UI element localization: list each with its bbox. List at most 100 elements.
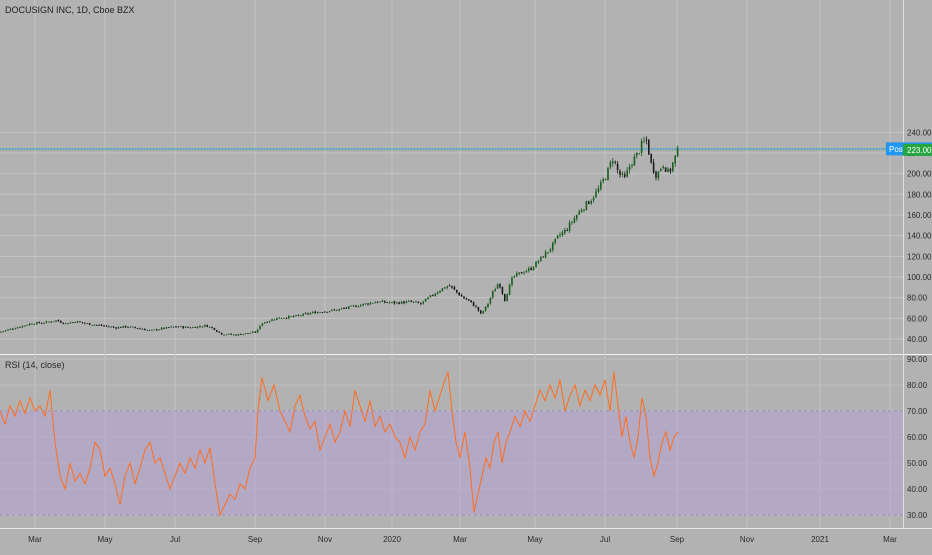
candle[interactable] <box>105 325 108 328</box>
candle[interactable] <box>374 301 376 304</box>
candle[interactable] <box>638 152 640 155</box>
candle[interactable] <box>211 326 213 329</box>
candle[interactable] <box>86 322 88 325</box>
candle[interactable] <box>31 323 33 325</box>
candle[interactable] <box>321 311 324 314</box>
candle[interactable] <box>91 324 93 326</box>
candle[interactable] <box>588 200 590 205</box>
candle[interactable] <box>513 275 516 279</box>
candle[interactable] <box>122 325 124 329</box>
candle[interactable] <box>62 322 64 325</box>
candle[interactable] <box>302 313 304 317</box>
candle[interactable] <box>592 195 595 203</box>
candle[interactable] <box>50 321 52 323</box>
candle[interactable] <box>223 334 225 336</box>
candle[interactable] <box>434 292 436 297</box>
candle[interactable] <box>256 329 259 334</box>
candles[interactable] <box>0 136 679 336</box>
candle[interactable] <box>148 329 151 331</box>
candle[interactable] <box>499 282 501 289</box>
candle[interactable] <box>489 297 492 305</box>
candle[interactable] <box>345 306 348 310</box>
candle[interactable] <box>312 311 314 314</box>
candle[interactable] <box>249 332 252 334</box>
candle[interactable] <box>664 167 667 173</box>
candle[interactable] <box>343 306 345 310</box>
candle[interactable] <box>278 317 280 319</box>
candle[interactable] <box>628 163 631 174</box>
candle[interactable] <box>208 326 211 329</box>
candle[interactable] <box>624 171 626 179</box>
candle[interactable] <box>182 325 184 329</box>
candle[interactable] <box>16 326 19 329</box>
candle[interactable] <box>340 307 343 310</box>
candle[interactable] <box>201 325 204 328</box>
candle[interactable] <box>453 285 456 291</box>
candle[interactable] <box>427 296 429 300</box>
candle[interactable] <box>549 247 552 253</box>
candle[interactable] <box>96 324 98 326</box>
candle[interactable] <box>84 322 86 325</box>
candle[interactable] <box>81 322 84 324</box>
candle[interactable] <box>228 333 230 336</box>
candle[interactable] <box>552 241 554 253</box>
candle[interactable] <box>475 304 477 308</box>
candle[interactable] <box>324 310 326 313</box>
candle[interactable] <box>547 251 549 254</box>
candle[interactable] <box>398 301 400 305</box>
candle[interactable] <box>468 299 470 302</box>
candle[interactable] <box>259 325 261 330</box>
candle[interactable] <box>448 284 451 287</box>
candle[interactable] <box>451 285 453 289</box>
candle[interactable] <box>484 306 487 312</box>
candle[interactable] <box>307 312 309 316</box>
candle[interactable] <box>501 286 504 296</box>
candle[interactable] <box>417 301 420 304</box>
candle[interactable] <box>537 259 540 265</box>
candle[interactable] <box>52 321 55 323</box>
candle[interactable] <box>456 289 458 294</box>
candle[interactable] <box>230 333 232 335</box>
candle[interactable] <box>542 256 544 258</box>
candle[interactable] <box>7 329 9 331</box>
candle[interactable] <box>192 326 194 329</box>
candle[interactable] <box>609 160 612 170</box>
candle[interactable] <box>597 185 600 194</box>
candle[interactable] <box>79 321 81 323</box>
candle[interactable] <box>196 326 199 329</box>
candle[interactable] <box>604 178 607 181</box>
candle[interactable] <box>9 328 12 331</box>
candle[interactable] <box>60 320 62 324</box>
candle[interactable] <box>232 334 235 336</box>
candle[interactable] <box>465 297 468 300</box>
candle[interactable] <box>662 165 664 170</box>
candle[interactable] <box>576 214 578 222</box>
candle[interactable] <box>384 300 386 304</box>
candle[interactable] <box>362 303 364 307</box>
candle[interactable] <box>619 169 621 178</box>
candle[interactable] <box>357 305 360 308</box>
candle[interactable] <box>415 300 417 303</box>
candle[interactable] <box>129 326 132 328</box>
candle[interactable] <box>172 326 175 328</box>
candle[interactable] <box>110 325 112 328</box>
candle[interactable] <box>141 328 144 330</box>
candle[interactable] <box>446 285 448 290</box>
candle[interactable] <box>326 311 328 313</box>
candle[interactable] <box>405 300 408 304</box>
candle[interactable] <box>156 328 158 332</box>
candle[interactable] <box>151 329 153 331</box>
candle[interactable] <box>280 317 283 320</box>
candle[interactable] <box>38 321 40 324</box>
candle[interactable] <box>117 326 120 329</box>
candle[interactable] <box>477 306 480 312</box>
candle[interactable] <box>19 326 21 328</box>
candle[interactable] <box>441 288 444 292</box>
candle[interactable] <box>472 301 475 307</box>
symbol-legend[interactable]: DOCUSIGN INC, 1D, Cboe BZX <box>5 5 135 15</box>
candle[interactable] <box>561 230 564 237</box>
candle[interactable] <box>26 324 28 326</box>
candle[interactable] <box>386 301 388 303</box>
candle[interactable] <box>189 326 192 329</box>
candle[interactable] <box>429 295 432 298</box>
